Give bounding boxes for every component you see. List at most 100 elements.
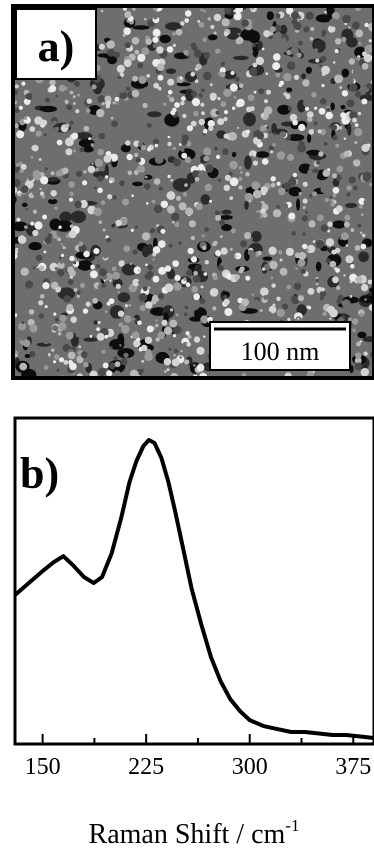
sem-grain — [178, 143, 182, 146]
sem-grain — [212, 275, 218, 281]
sem-grain — [41, 194, 46, 199]
sem-grain — [209, 92, 217, 100]
sem-grain — [357, 223, 362, 228]
sem-grain — [285, 6, 294, 15]
sem-grain — [244, 232, 252, 240]
sem-pore — [341, 68, 350, 78]
sem-grain — [297, 143, 306, 153]
sem-grain — [272, 303, 276, 307]
sem-pore — [306, 133, 312, 143]
sem-grain — [330, 201, 336, 207]
sem-grain — [164, 265, 172, 272]
sem-pore — [340, 105, 346, 110]
x-axis-title-superscript: -1 — [285, 816, 299, 835]
sem-grain — [228, 171, 233, 176]
sem-grain — [238, 176, 243, 182]
sem-grain — [52, 120, 57, 126]
sem-grain — [233, 12, 242, 21]
sem-grain — [183, 277, 187, 281]
sem-grain — [98, 133, 106, 140]
sem-grain — [145, 263, 148, 267]
sem-grain — [58, 256, 62, 260]
sem-grain — [17, 192, 22, 197]
sem-grain — [256, 20, 262, 27]
sem-grain — [343, 370, 350, 377]
sem-grain — [57, 261, 65, 269]
sem-grain — [215, 48, 221, 55]
sem-grain — [57, 269, 65, 277]
sem-grain — [163, 326, 173, 335]
sem-grain — [145, 175, 148, 179]
sem-grain — [36, 363, 43, 369]
sem-grain — [252, 62, 258, 68]
sem-grain — [318, 107, 326, 115]
sem-grain — [81, 90, 89, 97]
sem-grain — [217, 96, 221, 101]
sem-grain — [212, 306, 217, 311]
sem-grain — [342, 14, 351, 24]
sem-grain — [239, 171, 243, 174]
sem-grain — [268, 305, 277, 314]
sem-grain — [248, 199, 252, 203]
sem-grain — [93, 186, 97, 190]
sem-grain — [160, 200, 168, 208]
sem-grain — [273, 24, 282, 33]
sem-grain — [41, 356, 44, 360]
sem-grain — [114, 361, 121, 368]
sem-grain — [80, 332, 84, 336]
sem-grain — [44, 236, 52, 244]
sem-grain — [211, 208, 216, 213]
sem-pore — [107, 55, 118, 65]
sem-grain — [69, 224, 74, 229]
sem-grain — [259, 125, 266, 132]
sem-grain — [181, 96, 186, 101]
sem-grain — [302, 181, 308, 187]
sem-grain — [359, 231, 363, 235]
sem-grain — [260, 208, 267, 214]
sem-grain — [33, 284, 37, 288]
sem-grain — [263, 310, 273, 320]
sem-grain — [175, 28, 183, 36]
sem-grain — [219, 235, 223, 239]
sem-grain — [210, 25, 215, 29]
sem-grain — [252, 160, 258, 166]
sem-pore — [306, 149, 321, 156]
sem-grain — [42, 214, 48, 220]
sem-grain — [349, 210, 357, 217]
sem-grain — [95, 124, 103, 132]
sem-grain — [103, 155, 112, 163]
sem-grain — [345, 244, 349, 247]
sem-grain — [42, 336, 50, 345]
sem-grain — [263, 196, 269, 202]
sem-grain — [192, 170, 200, 178]
sem-grain — [152, 28, 161, 37]
sem-grain — [321, 65, 330, 75]
sem-pore — [120, 144, 131, 153]
sem-grain — [305, 11, 314, 20]
sem-grain — [191, 285, 199, 293]
sem-grain — [54, 266, 58, 271]
sem-grain — [155, 319, 158, 322]
sem-grain — [172, 43, 176, 48]
sem-pore — [358, 251, 369, 263]
sem-grain — [246, 106, 252, 113]
sem-grain — [313, 48, 319, 53]
sem-grain — [204, 227, 210, 232]
sem-grain — [90, 264, 95, 270]
sem-grain — [145, 349, 152, 356]
sem-grain — [70, 316, 77, 324]
sem-grain — [41, 252, 50, 261]
sem-grain — [193, 271, 198, 276]
sem-grain — [98, 220, 103, 224]
sem-grain — [170, 308, 174, 312]
sem-grain — [97, 368, 106, 377]
sem-grain — [125, 140, 131, 146]
sem-grain — [87, 190, 92, 195]
sem-grain — [180, 101, 185, 106]
sem-grain — [121, 230, 130, 239]
sem-grain — [82, 321, 87, 327]
sem-grain — [341, 36, 347, 43]
sem-grain — [191, 44, 198, 51]
sem-grain — [104, 175, 109, 179]
